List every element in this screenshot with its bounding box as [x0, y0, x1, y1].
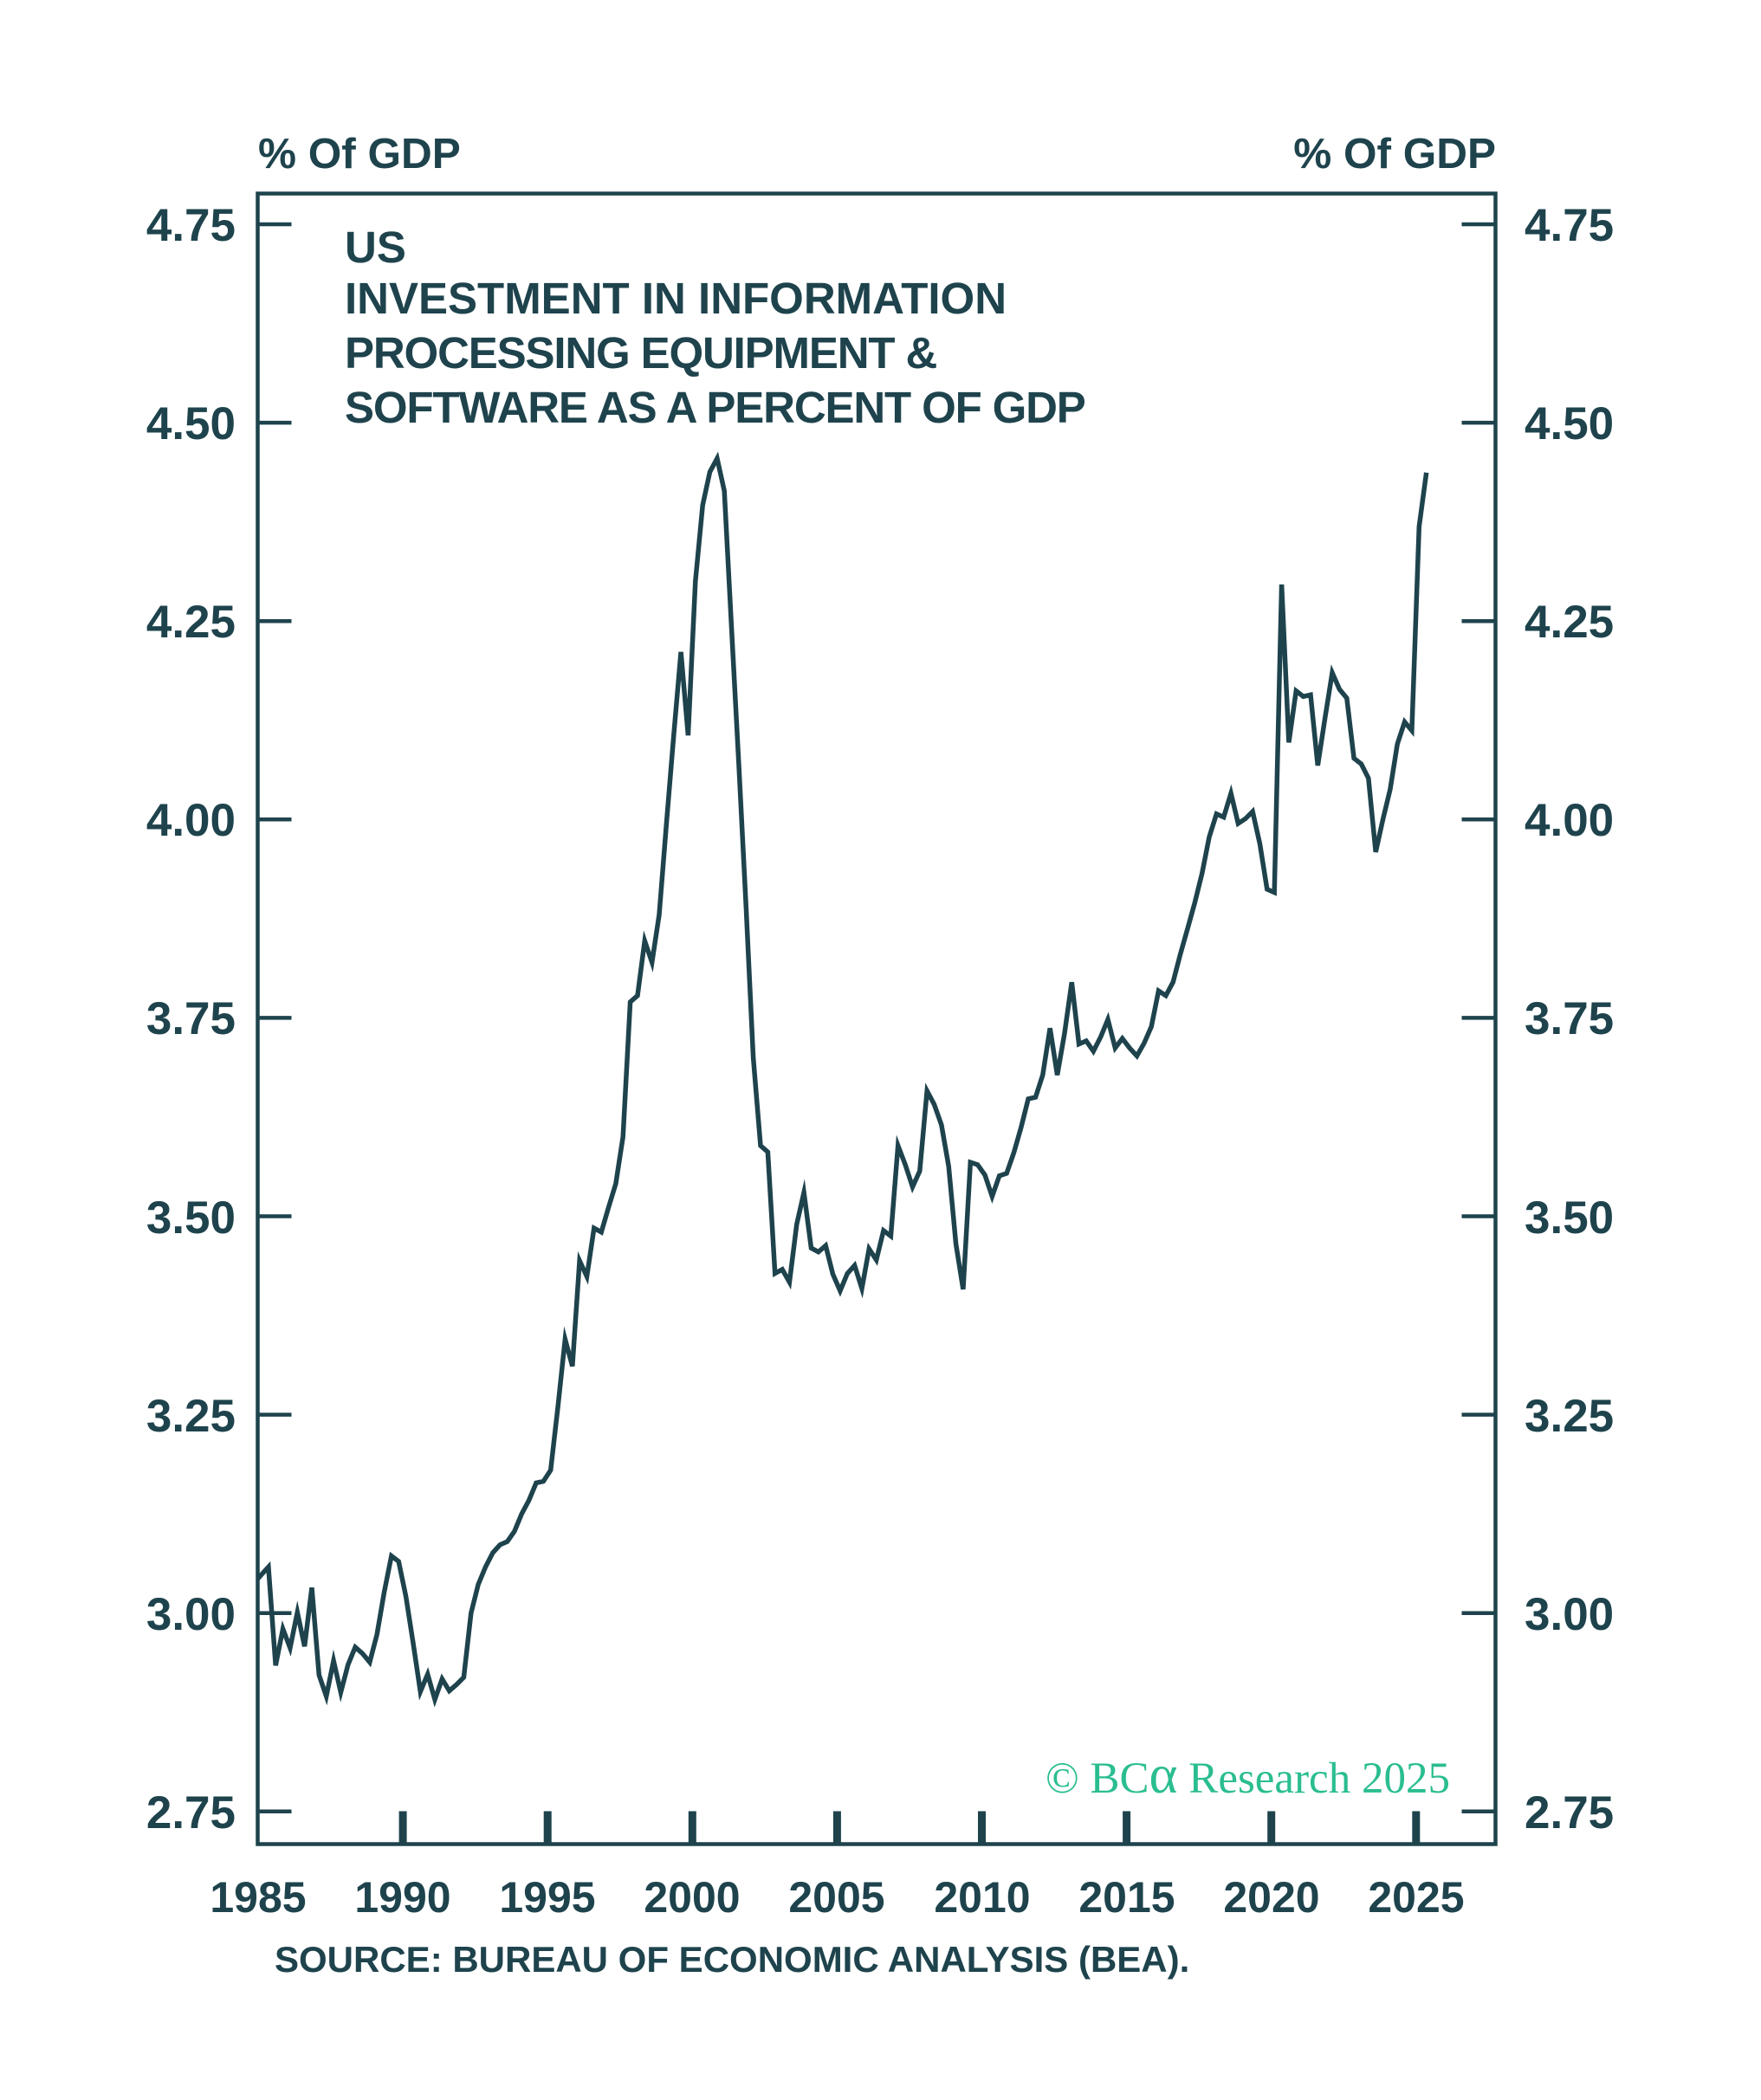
svg-text:4.75: 4.75 [146, 200, 236, 251]
svg-text:1990: 1990 [354, 1873, 450, 1922]
svg-text:% Of GDP: % Of GDP [258, 130, 461, 178]
svg-text:4.75: 4.75 [1525, 200, 1614, 251]
svg-text:4.25: 4.25 [1525, 597, 1614, 648]
svg-text:2.75: 2.75 [146, 1787, 236, 1838]
svg-text:3.00: 3.00 [1525, 1589, 1614, 1640]
svg-text:4.50: 4.50 [146, 398, 236, 449]
svg-text:4.00: 4.00 [1525, 795, 1614, 846]
svg-text:3.25: 3.25 [1525, 1391, 1614, 1442]
svg-text:% Of GDP: % Of GDP [1293, 130, 1496, 178]
svg-text:SOURCE: BUREAU OF ECONOMIC ANA: SOURCE: BUREAU OF ECONOMIC ANALYSIS (BEA… [275, 1939, 1189, 1980]
svg-text:INVESTMENT IN INFORMATION: INVESTMENT IN INFORMATION [345, 274, 1007, 323]
svg-text:3.75: 3.75 [1525, 993, 1614, 1044]
svg-text:US: US [345, 223, 406, 272]
svg-text:PROCESSING EQUIPMENT &: PROCESSING EQUIPMENT & [345, 328, 936, 378]
svg-text:2020: 2020 [1223, 1873, 1319, 1922]
svg-text:2.75: 2.75 [1525, 1787, 1614, 1838]
svg-text:2025: 2025 [1368, 1873, 1464, 1922]
svg-text:SOFTWARE AS A PERCENT OF GDP: SOFTWARE AS A PERCENT OF GDP [345, 383, 1085, 432]
svg-text:1995: 1995 [499, 1873, 595, 1922]
svg-text:3.75: 3.75 [146, 993, 236, 1044]
svg-text:1985: 1985 [210, 1873, 306, 1922]
svg-text:4.25: 4.25 [146, 597, 236, 648]
svg-text:© BCα Research 2025: © BCα Research 2025 [1046, 1744, 1450, 1805]
svg-text:3.25: 3.25 [146, 1391, 236, 1442]
svg-text:2015: 2015 [1078, 1873, 1175, 1922]
svg-text:3.00: 3.00 [146, 1589, 236, 1640]
svg-text:4.00: 4.00 [146, 795, 236, 846]
svg-text:3.50: 3.50 [146, 1192, 236, 1244]
svg-text:2005: 2005 [788, 1873, 884, 1922]
svg-text:4.50: 4.50 [1525, 398, 1614, 449]
svg-text:3.50: 3.50 [1525, 1192, 1614, 1244]
svg-text:2010: 2010 [934, 1873, 1030, 1922]
svg-text:2000: 2000 [644, 1873, 740, 1922]
